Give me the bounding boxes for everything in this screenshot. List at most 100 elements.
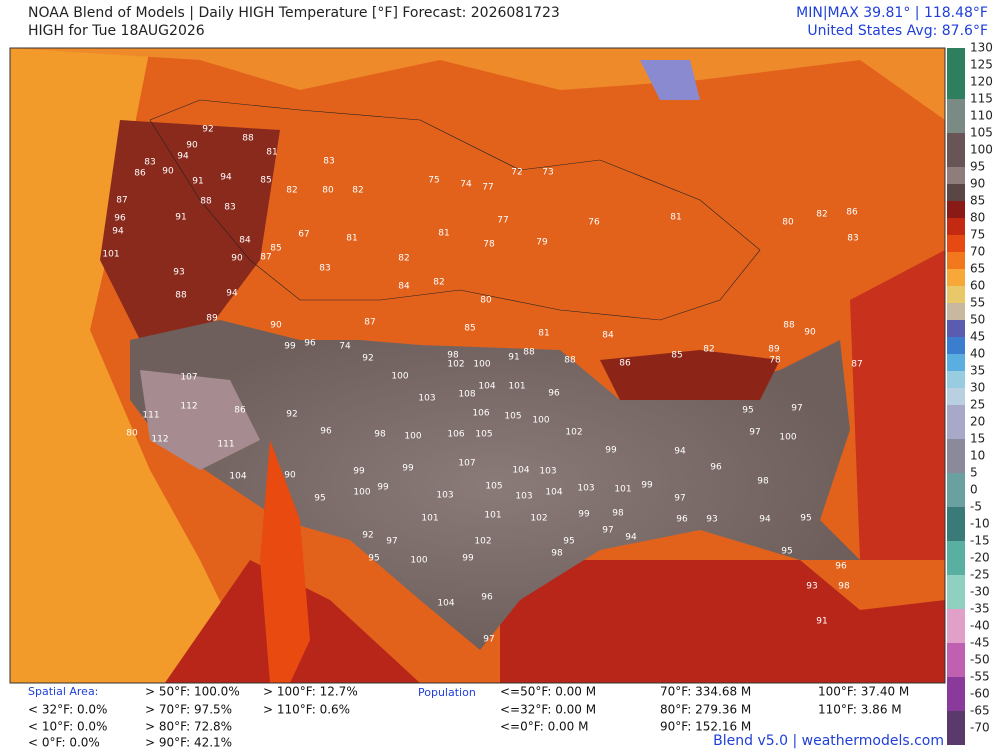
- colorbar-label: 70: [970, 245, 985, 259]
- colorbar-label: 110: [970, 109, 993, 123]
- station-value: 84: [398, 282, 410, 292]
- station-value: 98: [838, 582, 850, 592]
- station-value: 102: [447, 360, 464, 370]
- colorbar-label: -30: [970, 585, 990, 599]
- colorbar-label: 25: [970, 398, 985, 412]
- colorbar-label: 115: [970, 92, 993, 106]
- subtitle: HIGH for Tue 18AUG2026: [28, 23, 205, 39]
- atlantic: [850, 250, 945, 560]
- canada: [10, 48, 945, 120]
- colorbar-cell: [947, 405, 965, 422]
- colorbar-label: 0: [970, 483, 978, 497]
- colorbar-label: -65: [970, 704, 990, 718]
- population-stat: 80°F: 279.36 M: [660, 703, 751, 717]
- station-value: 96: [304, 339, 316, 349]
- colorbar-cell: [947, 65, 965, 82]
- colorbar-cell: [947, 99, 965, 116]
- colorbar-cell: [947, 116, 965, 133]
- station-value: 107: [180, 373, 197, 383]
- station-value: 79: [536, 238, 548, 248]
- station-value: 86: [619, 359, 631, 369]
- station-value: 82: [433, 278, 444, 288]
- colorbar-label: -55: [970, 670, 990, 684]
- station-value: 96: [114, 214, 126, 224]
- hot-region: [130, 320, 860, 650]
- colorbar-cell: [947, 575, 965, 592]
- station-value: 81: [266, 148, 277, 158]
- station-value: 99: [578, 510, 590, 520]
- colorbar-label: 15: [970, 432, 985, 446]
- station-value: 94: [177, 152, 189, 162]
- colorbar-cell: [947, 337, 965, 354]
- station-value: 104: [478, 382, 495, 392]
- colorbar-cell: [947, 660, 965, 677]
- colorbar-cell: [947, 541, 965, 558]
- colorbar-cell: [947, 286, 965, 303]
- station-value: 111: [142, 411, 159, 421]
- station-value: 83: [224, 203, 235, 213]
- station-value: 78: [483, 240, 495, 250]
- station-value: 86: [134, 169, 146, 179]
- station-value: 77: [497, 216, 508, 226]
- station-value: 80: [126, 429, 138, 439]
- colorbar-cell: [947, 184, 965, 201]
- station-value: 103: [577, 484, 594, 494]
- station-value: 106: [472, 409, 489, 419]
- station-value: 100: [391, 372, 408, 382]
- pacific: [10, 48, 260, 683]
- colorbar-label: -35: [970, 602, 990, 616]
- station-value: 83: [323, 157, 334, 167]
- station-value: 90: [162, 167, 174, 177]
- station-value: 80: [782, 218, 794, 228]
- colorbar-cell: [947, 252, 965, 269]
- spatial-stat: > 90°F: 42.1%: [145, 736, 232, 750]
- station-value: 95: [781, 547, 792, 557]
- colorbar-label: -45: [970, 636, 990, 650]
- station-value: 93: [173, 268, 184, 278]
- station-value: 89: [768, 345, 780, 355]
- colorbar-label: 50: [970, 313, 985, 327]
- station-value: 90: [186, 141, 198, 151]
- station-value: 97: [791, 404, 802, 414]
- colorbar-label: 30: [970, 381, 985, 395]
- station-value: 101: [102, 250, 119, 260]
- spatial-stat: < 10°F: 0.0%: [28, 720, 107, 734]
- colorbar-label: -5: [970, 500, 982, 514]
- station-value: 99: [462, 554, 474, 564]
- station-value: 81: [538, 329, 549, 339]
- spatial-stat: > 80°F: 72.8%: [145, 720, 232, 734]
- station-value: 80: [322, 186, 334, 196]
- spatial-stat: > 100°F: 12.7%: [263, 685, 358, 699]
- population-stat: <=0°F: 0.00 M: [500, 720, 588, 734]
- station-value: 105: [475, 430, 492, 440]
- colorbar-label: 60: [970, 279, 985, 293]
- colorbar-label: 40: [970, 347, 985, 361]
- station-value: 98: [551, 549, 563, 559]
- colorbar-label: -25: [970, 568, 990, 582]
- colorbar-cell: [947, 558, 965, 575]
- colorbar-cell: [947, 354, 965, 371]
- station-value: 111: [217, 440, 234, 450]
- colorbar-label: 130: [970, 41, 993, 55]
- station-value: 97: [674, 494, 685, 504]
- colorbar-label: 100: [970, 143, 993, 157]
- map: [10, 48, 945, 683]
- station-value: 93: [706, 515, 717, 525]
- station-value: 85: [464, 324, 475, 334]
- station-value: 92: [286, 410, 297, 420]
- station-value: 76: [588, 218, 600, 228]
- colorbar-cell: [947, 48, 965, 65]
- ohio-valley: [600, 350, 780, 400]
- sierra-madre: [260, 440, 310, 683]
- colorbar-label: 45: [970, 330, 985, 344]
- credit: Blend v5.0 | weathermodels.com: [713, 733, 944, 749]
- station-value: 97: [483, 635, 494, 645]
- station-value: 103: [539, 467, 556, 477]
- population-stat: 110°F: 3.86 M: [818, 703, 902, 717]
- station-value: 96: [320, 427, 332, 437]
- colorbar-label: 80: [970, 211, 985, 225]
- desert-region: [140, 370, 260, 470]
- colorbar-label: 95: [970, 160, 985, 174]
- station-value: 100: [410, 556, 427, 566]
- station-value: 104: [229, 472, 246, 482]
